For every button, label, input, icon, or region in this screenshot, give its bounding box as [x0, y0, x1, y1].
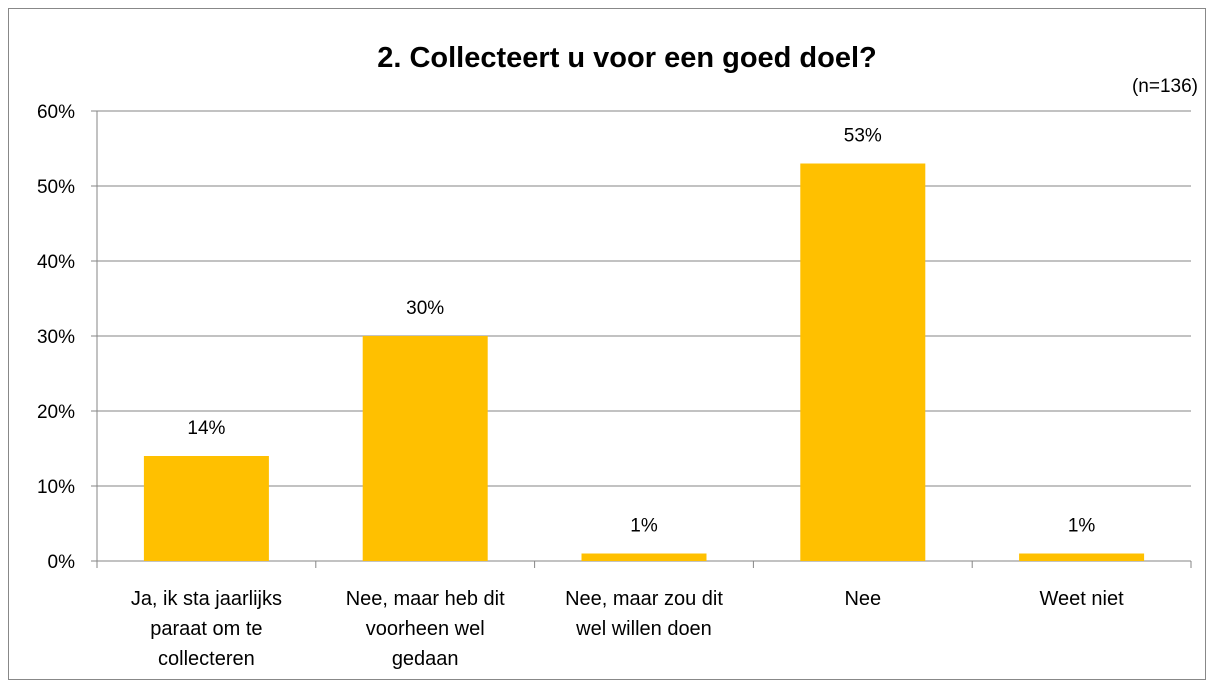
data-label: 53% — [844, 126, 882, 147]
y-tick-label: 60% — [37, 102, 75, 123]
sample-size-note: (n=136) — [1132, 76, 1198, 97]
category-label: Nee, maar zou dit wel willen doen — [565, 588, 723, 640]
y-tick-label: 0% — [48, 552, 76, 573]
bar — [143, 456, 269, 561]
y-tick-label: 20% — [37, 402, 75, 423]
bar — [362, 336, 488, 561]
y-tick-label: 30% — [37, 327, 75, 348]
data-label: 30% — [406, 298, 444, 319]
data-label: 1% — [630, 516, 658, 537]
category-label: Weet niet — [1040, 588, 1125, 610]
chart-frame — [8, 8, 1206, 680]
data-labels: 14% 30% 1% 53% 1% — [187, 126, 1095, 537]
data-label: 1% — [1068, 516, 1096, 537]
data-label: 14% — [187, 418, 225, 439]
category-label: Nee, maar heb dit voorheen wel gedaan — [346, 588, 505, 670]
y-tick-labels: 0% 10% 20% 30% 40% 50% 60% — [37, 102, 75, 573]
bar — [581, 553, 707, 561]
bars — [143, 163, 1145, 561]
y-tick-label: 10% — [37, 477, 75, 498]
category-label: Nee — [844, 588, 881, 610]
category-label: Ja, ik sta jaarlijks paraat om te collecte… — [131, 588, 282, 670]
bar — [800, 163, 926, 561]
y-tick-label: 40% — [37, 252, 75, 273]
category-labels: Ja, ik sta jaarlijks paraat om te collecte… — [131, 588, 1124, 670]
bar — [1019, 553, 1145, 561]
gridlines — [97, 110, 1191, 487]
y-tick-label: 50% — [37, 177, 75, 198]
chart-title: 2. Collecteert u voor een goed doel? — [377, 42, 877, 74]
